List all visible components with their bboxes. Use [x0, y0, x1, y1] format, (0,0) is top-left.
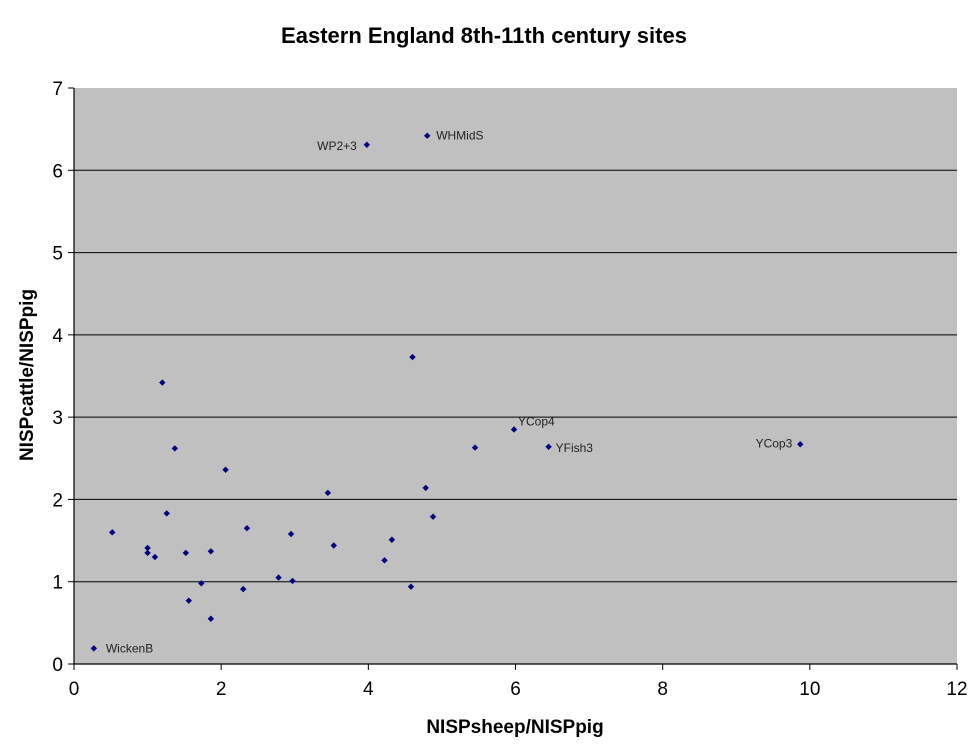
axes — [68, 87, 958, 670]
data-point — [471, 444, 479, 451]
data-point — [171, 445, 179, 452]
data-point — [797, 441, 804, 448]
data-point — [207, 548, 215, 555]
data-point — [151, 553, 159, 561]
point-label: YFish3 — [556, 441, 594, 455]
data-point — [159, 379, 166, 386]
data-point — [222, 466, 229, 474]
point-label: WickenB — [106, 641, 153, 655]
data-point — [198, 580, 205, 587]
point-label: YCop3 — [756, 436, 793, 450]
y-tick-label-3: 3 — [52, 408, 63, 429]
x-tick-label-12: 12 — [946, 679, 967, 700]
y-tick-label-2: 2 — [52, 490, 63, 511]
data-point — [144, 544, 151, 552]
data-point — [363, 141, 371, 148]
x-tick-label-0: 0 — [69, 679, 80, 700]
x-tick-label-8: 8 — [657, 679, 668, 700]
data-point — [207, 615, 215, 622]
data-point — [422, 484, 429, 492]
point-label: WP2+3 — [317, 139, 357, 153]
data-point — [182, 549, 190, 557]
y-tick-label-7: 7 — [52, 79, 63, 100]
data-point — [275, 574, 282, 581]
data-point — [144, 549, 151, 557]
data-point — [163, 510, 170, 517]
y-tick-label-0: 0 — [52, 655, 63, 676]
data-point — [109, 529, 116, 536]
data-point — [429, 513, 437, 520]
y-tick-label-4: 4 — [52, 326, 63, 347]
data-point — [324, 489, 332, 497]
data-point — [424, 132, 431, 139]
point-label: WHMidS — [436, 129, 483, 143]
y-tick-label-6: 6 — [52, 161, 63, 182]
data-point — [90, 645, 98, 652]
data-point — [243, 525, 251, 532]
gridlines — [74, 169, 957, 583]
x-tick-label-6: 6 — [510, 679, 521, 700]
data-point — [409, 353, 416, 361]
x-tick-label-2: 2 — [216, 679, 227, 700]
data-point — [510, 426, 518, 433]
data-point — [388, 536, 396, 543]
y-axis-title: NISPcattle/NISPpig — [17, 289, 38, 461]
x-axis-title: NISPsheep/NISPpig — [426, 717, 603, 738]
data-point — [185, 597, 192, 604]
data-point — [545, 443, 552, 450]
data-point — [407, 583, 415, 590]
data-point — [240, 585, 247, 593]
y-tick-label-1: 1 — [52, 573, 63, 594]
data-point — [330, 542, 337, 549]
plot-area — [74, 88, 957, 664]
data-point — [381, 557, 388, 564]
y-tick-label-5: 5 — [52, 244, 63, 265]
data-point — [289, 577, 296, 585]
data-point — [287, 530, 295, 538]
x-tick-label-10: 10 — [799, 679, 820, 700]
x-tick-label-4: 4 — [363, 679, 374, 700]
chart-title: Eastern England 8th-11th century sites — [281, 23, 687, 48]
data-points — [90, 132, 804, 652]
point-label: YCop4 — [518, 414, 555, 428]
